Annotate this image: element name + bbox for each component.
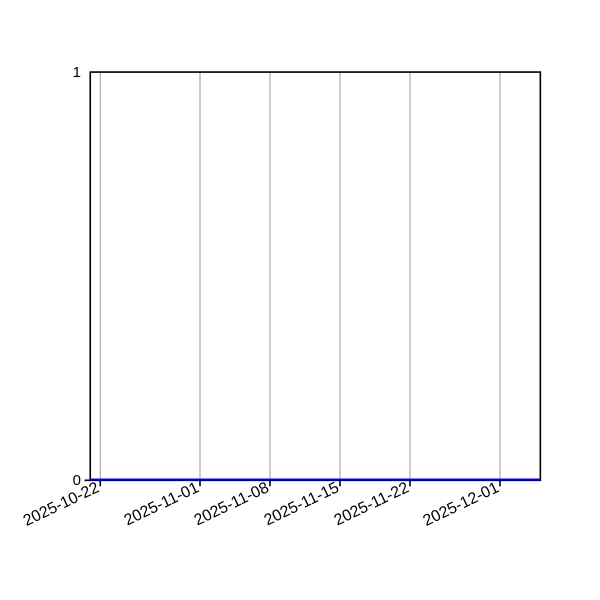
svg-text:1: 1 [73,64,81,81]
